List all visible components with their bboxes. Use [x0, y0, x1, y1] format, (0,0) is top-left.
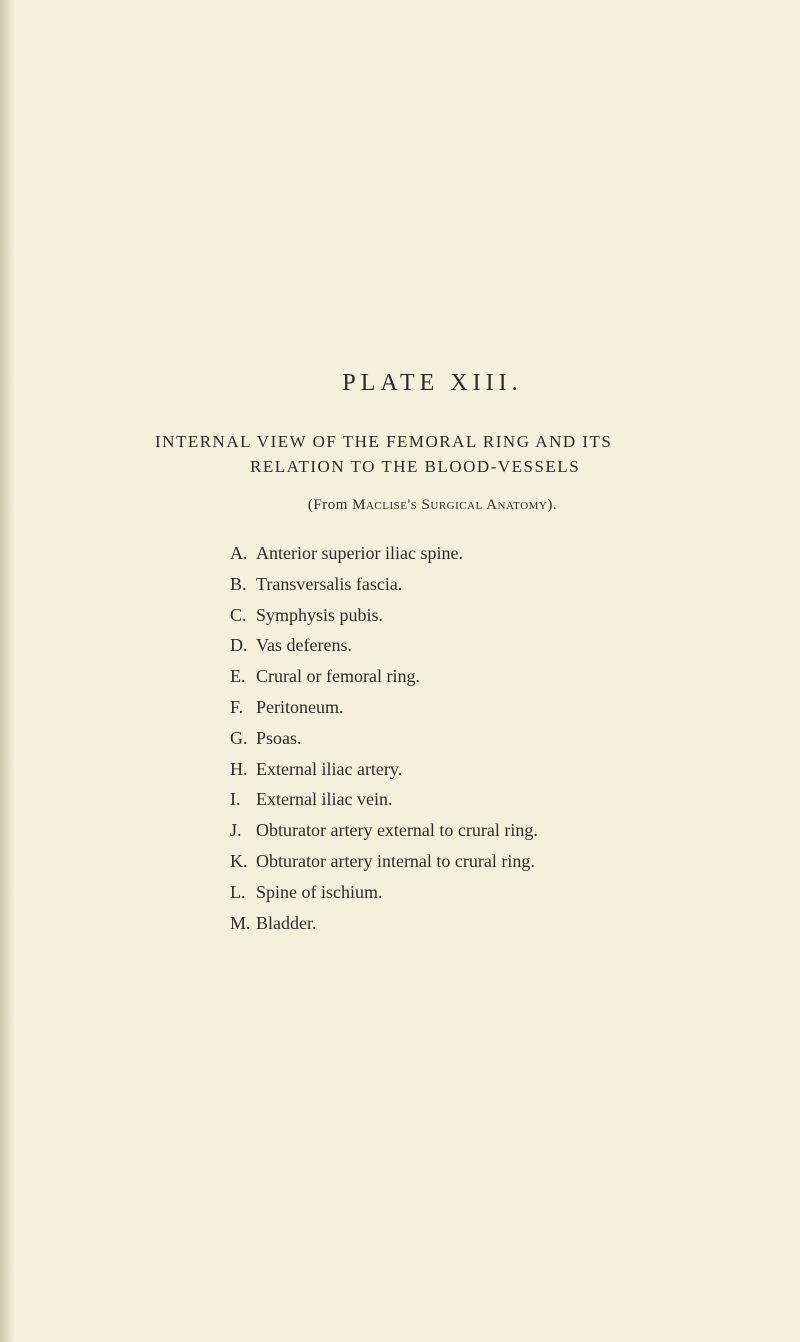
- list-text: Obturator artery external to crural ring…: [256, 820, 538, 840]
- list-item: K.Obturator artery internal to crural ri…: [230, 847, 710, 876]
- list-letter: M.: [230, 909, 256, 938]
- list-text: External iliac vein.: [256, 789, 392, 809]
- subheading: (From Maclise's Surgical Anatomy).: [155, 497, 710, 514]
- item-list: A.Anterior superior iliac spine. B.Trans…: [155, 539, 710, 937]
- list-text: Bladder.: [256, 913, 317, 933]
- list-text: Obturator artery internal to crural ring…: [256, 851, 535, 871]
- list-text: Peritoneum.: [256, 697, 344, 717]
- list-item: F.Peritoneum.: [230, 693, 710, 722]
- list-item: H.External iliac artery.: [230, 755, 710, 784]
- list-letter: F.: [230, 693, 256, 722]
- list-item: A.Anterior superior iliac spine.: [230, 539, 710, 568]
- subheading-name: Maclise's Surgical Anatomy: [352, 497, 547, 513]
- list-text: Anterior superior iliac spine.: [256, 543, 463, 563]
- list-text: Symphysis pubis.: [256, 605, 383, 625]
- list-text: Psoas.: [256, 728, 302, 748]
- list-item: G.Psoas.: [230, 724, 710, 753]
- plate-title: PLATE XIII.: [155, 370, 710, 397]
- list-text: Crural or femoral ring.: [256, 666, 420, 686]
- list-item: D.Vas deferens.: [230, 631, 710, 660]
- list-letter: C.: [230, 601, 256, 630]
- list-item: J.Obturator artery external to crural ri…: [230, 816, 710, 845]
- list-letter: D.: [230, 631, 256, 660]
- list-item: M.Bladder.: [230, 909, 710, 938]
- subheading-prefix: (From: [308, 497, 352, 513]
- list-text: Vas deferens.: [256, 635, 352, 655]
- list-letter: A.: [230, 539, 256, 568]
- list-text: Transversalis fascia.: [256, 574, 402, 594]
- list-letter: B.: [230, 570, 256, 599]
- list-item: E.Crural or femoral ring.: [230, 662, 710, 691]
- heading-line-2: RELATION TO THE BLOOD-VESSELS: [155, 457, 710, 477]
- list-item: I.External iliac vein.: [230, 785, 710, 814]
- list-item: L.Spine of ischium.: [230, 878, 710, 907]
- list-item: B.Transversalis fascia.: [230, 570, 710, 599]
- heading-line-1: INTERNAL VIEW OF THE FEMORAL RING AND IT…: [155, 432, 710, 452]
- list-letter: L.: [230, 878, 256, 907]
- list-letter: K.: [230, 847, 256, 876]
- list-item: C.Symphysis pubis.: [230, 601, 710, 630]
- list-text: Spine of ischium.: [256, 882, 383, 902]
- list-letter: H.: [230, 755, 256, 784]
- list-letter: G.: [230, 724, 256, 753]
- subheading-suffix: ).: [547, 497, 557, 513]
- list-letter: I.: [230, 785, 256, 814]
- page-content: PLATE XIII. INTERNAL VIEW OF THE FEMORAL…: [0, 0, 800, 937]
- list-text: External iliac artery.: [256, 759, 402, 779]
- page-shadow: [0, 0, 15, 1342]
- list-letter: J.: [230, 816, 256, 845]
- list-letter: E.: [230, 662, 256, 691]
